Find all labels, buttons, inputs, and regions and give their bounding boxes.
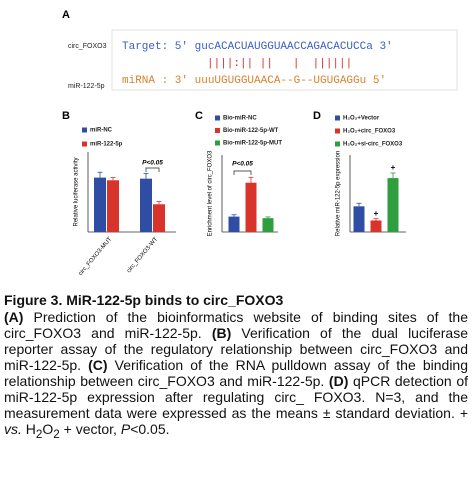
target-sequence: Target: 5' gucACACUAUGGUAACCAGACACUCCa 3…: [122, 41, 393, 53]
caption-text: 2: [35, 427, 43, 441]
caption-text: Verification of the dual luciferase repo…: [4, 325, 468, 373]
x-tick-label: circ_FOXO3-MUT: [78, 236, 114, 277]
annotation: P<0.05: [232, 161, 253, 168]
caption-title: Figure 3. MiR-122-5p binds to circ_FOXO3: [4, 292, 284, 308]
caption-text: (A): [4, 309, 24, 325]
annotation: P<0.05: [142, 160, 163, 167]
bar: [140, 178, 152, 232]
legend-swatch: [215, 128, 220, 133]
x-tick-label: circ_FOXO3-WT: [126, 236, 159, 274]
legend-swatch: [215, 115, 220, 121]
caption-text: 2: [53, 427, 60, 441]
caption-text: <0.05.: [130, 421, 170, 437]
alignment-box: [111, 29, 458, 91]
legend-label: miR-122-5p: [90, 142, 123, 148]
caption-text: H: [21, 421, 36, 437]
caption-body: (A) Prediction of the bioinformatics web…: [4, 309, 468, 443]
caption-text: O: [42, 421, 54, 437]
bar: [153, 204, 165, 232]
y-axis-label: Relative luciferase activity: [74, 157, 80, 226]
bar: [387, 178, 399, 232]
mirna-sequence: miRNA : 3' uuuUGUGGUAACA--G--UGUGAGGu 5': [122, 75, 386, 87]
annotation: +: [374, 209, 379, 218]
figure-panels: A circ_FOXO3 miR-122-5p Target: 5' gucAC…: [62, 9, 458, 277]
caption-text: qPCR detection of miR-122-5p expression …: [4, 373, 468, 421]
caption-text: vs.: [4, 421, 22, 437]
legend-label: Bio-miR-NC: [223, 116, 257, 122]
bar: [228, 216, 240, 232]
caption-text: (D): [328, 373, 349, 389]
panel-label: B: [62, 110, 70, 122]
panel-label: D: [313, 110, 321, 122]
caption-text: (B): [211, 325, 232, 341]
legend-label: miR-NC: [90, 128, 113, 134]
bar: [353, 206, 365, 232]
panel-label: A: [62, 9, 70, 21]
legend-label: H₂O₂+circ_FOXO3: [343, 129, 396, 135]
caption-text: P: [120, 421, 131, 437]
caption-text: + vector,: [59, 421, 121, 437]
caption-text: Prediction of the bioinformatics website…: [4, 309, 468, 341]
bar: [94, 177, 106, 232]
target-name: circ_FOXO3: [68, 43, 107, 50]
legend-swatch: [215, 140, 220, 146]
legend-swatch: [82, 141, 87, 147]
y-axis-label: Enrichment level of circ_FOXO3: [208, 150, 214, 236]
significance-bracket: [233, 170, 252, 175]
bar: [370, 220, 382, 232]
legend-swatch: [335, 141, 340, 147]
panel-label: C: [195, 110, 203, 122]
caption-text: Verification of the RNA pulldown assay o…: [4, 357, 468, 389]
legend-label: Bio-miR-122-5p-MUT: [223, 141, 282, 147]
bar: [107, 180, 119, 232]
annotation: +: [391, 163, 396, 172]
legend-swatch: [82, 127, 87, 133]
legend-label: H₂O₂+Vector: [343, 116, 380, 122]
legend-swatch: [335, 115, 340, 121]
mirna-name: miR-122-5p: [68, 83, 105, 90]
y-axis-label: Relative miR-122-5p expression: [336, 151, 342, 236]
legend-label: H₂O₂+si-circ_FOXO3: [343, 142, 403, 148]
pairing: ||||:|| || | ||||||: [207, 58, 352, 70]
bar: [262, 218, 274, 232]
bar: [245, 182, 257, 232]
legend-swatch: [335, 128, 340, 134]
caption-text: (C): [88, 357, 108, 373]
significance-bracket: [145, 167, 160, 172]
caption: Figure 3. MiR-122-5p binds to circ_FOXO3…: [4, 292, 468, 443]
legend-label: Bio-miR-122-5p-WT: [223, 128, 279, 134]
